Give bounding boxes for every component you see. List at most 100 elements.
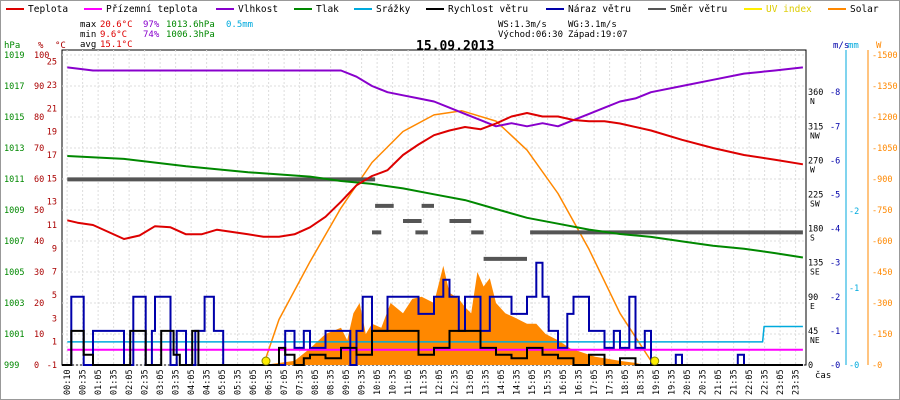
tick-direction: 135 [808,259,823,269]
axis-label-hpa: hPa [4,41,20,51]
tick-w: -0 [872,361,882,371]
tick-degc: 19 [47,128,57,138]
stat-wind-gust: WG:3.1m/s [568,20,617,30]
tick-w: -1050 [872,144,898,154]
tick-pct: 70 [34,144,44,154]
tick-degc: 23 [47,81,57,91]
tick-w: -450 [872,268,892,278]
solar-theoretical-line [262,110,655,366]
x-tick-label: 20:35 [699,369,709,395]
tick-degc: 3 [52,314,57,324]
x-tick-label: 18:05 [621,369,631,395]
stat-wind-speed: WS:1.3m/s [498,20,547,30]
tick-degc: 7 [52,268,57,278]
tick-w: -750 [872,206,892,216]
tick-ms: -4 [830,225,840,235]
tick-direction: 225 [808,191,823,201]
legend-label: Přízemní teplota [106,4,198,15]
x-tick-label: 12:35 [451,369,461,395]
stat-sunrise: Východ:06:30 [498,30,563,40]
x-tick-label: 23:05 [776,369,786,395]
tick-degc: 15 [47,174,57,184]
x-tick-label: 07:35 [296,369,306,395]
stat-min-temp: 9.6°C [100,30,127,40]
legend-label: Rychlost větru [448,4,528,15]
x-tick-label: 01:35 [110,369,120,395]
tick-hpa: 999 [4,361,19,371]
tick-degc: 5 [52,291,57,301]
x-tick-label: 19:35 [668,369,678,395]
tick-direction-name: S [810,234,815,243]
x-tick-label: 07:05 [280,369,290,395]
tick-hpa: 1017 [4,82,24,92]
x-tick-label: 01:05 [94,369,104,395]
x-tick-label: 13:35 [482,369,492,395]
tick-direction-name: E [810,302,815,311]
stat-sunset: Západ:19:07 [568,30,628,40]
tick-pct: 90 [34,82,44,92]
x-tick-label: 03:35 [172,369,182,395]
stat-max-label: max [80,20,97,30]
tick-direction-name: NE [810,336,820,345]
tick-pct: 60 [34,175,44,185]
x-tick-label: 05:05 [218,369,228,395]
tick-pct: 10 [34,330,44,340]
tick-w: -1350 [872,82,898,92]
legend-label: Vlhkost [238,4,278,15]
tick-direction: 360 [808,88,823,98]
tick-direction: 45 [808,327,818,337]
tick-direction-name: N [810,97,815,106]
stat-min-press: 1006.3hPa [166,30,215,40]
tick-ms: -8 [830,88,840,98]
legend-label: Solar [850,4,879,15]
solar-area [263,265,645,365]
legend-label: UV index [766,4,812,15]
tick-direction: 0 [808,361,813,371]
tick-ms: -1 [830,327,840,337]
tick-w: -300 [872,299,892,309]
tick-hpa: 1001 [4,330,24,340]
tick-direction-name: NW [810,131,820,140]
chart-title: 15.09.2013 [416,39,494,54]
x-tick-label: 10:35 [389,369,399,395]
tick-direction: 270 [808,156,823,166]
humidity-line [67,66,804,128]
stat-min-hum: 74% [143,30,160,40]
x-tick-label: 14:35 [513,369,523,395]
x-tick-label: 22:35 [761,369,771,395]
x-tick-label: 16:35 [575,369,585,395]
tick-pct: 80 [34,113,44,123]
legend-label: Teplota [28,4,68,15]
x-tick-label: 22:05 [745,369,755,395]
tick-ms: -2 [830,293,840,303]
tick-hpa: 1011 [4,175,24,185]
stat-avg-temp: 15.1°C [100,40,133,50]
tick-hpa: 1019 [4,51,24,61]
x-tick-label: 21:05 [714,369,724,395]
x-tick-label: 20:05 [683,369,693,395]
tick-direction-name: SE [810,268,820,277]
tick-direction: 180 [808,225,823,235]
x-tick-label: 05:35 [234,369,244,395]
tick-w: -600 [872,237,892,247]
x-tick-label: 02:05 [125,369,135,395]
wind-speed-line [62,329,803,366]
x-tick-label: 21:35 [730,369,740,395]
uv-index-point [261,356,271,366]
tick-ms: -7 [830,122,840,132]
tick-pct: 100 [34,51,49,61]
x-tick-label: 11:35 [420,369,430,395]
stat-max-rain: 0.5mm [226,20,253,30]
temperature-line [67,112,804,240]
x-tick-label: 19:05 [652,369,662,395]
legend-label: Náraz větru [568,4,631,15]
tick-degc: 9 [52,244,57,254]
rain-line [67,325,803,343]
wind-gust-line [62,261,803,366]
axis-label-degc: °C [55,41,66,51]
axis-label-mm: mm [848,41,859,51]
x-tick-label: 06:05 [249,369,259,395]
tick-hpa: 1015 [4,113,24,123]
tick-ms: -6 [830,156,840,166]
stat-max-hum: 97% [143,20,160,30]
